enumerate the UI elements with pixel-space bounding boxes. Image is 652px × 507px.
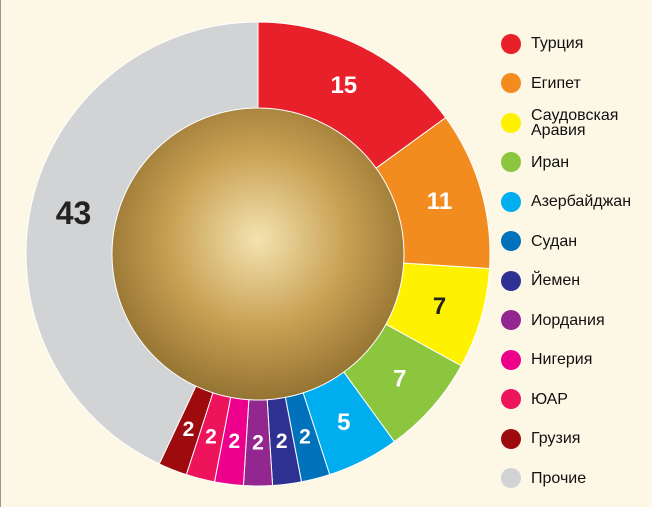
legend-swatch — [501, 389, 521, 409]
legend-label: Азербайджан — [531, 194, 649, 209]
slice-label: 2 — [276, 430, 288, 453]
slice-label: 2 — [299, 426, 311, 449]
legend-label: Иран — [531, 155, 649, 170]
slice-label: 7 — [433, 293, 446, 320]
legend-label: Нигерия — [531, 352, 649, 367]
legend-label: Грузия — [531, 431, 649, 446]
slice-label: 43 — [56, 195, 92, 231]
slice-label: 2 — [205, 426, 217, 449]
slice-label: 11 — [427, 188, 452, 215]
legend-label: Иордания — [531, 313, 649, 328]
slice-label: 5 — [337, 409, 350, 436]
legend-label: Йемен — [531, 273, 649, 288]
chart: 151177522222243 ТурцияЕгипетСаудовская А… — [0, 0, 652, 507]
legend-swatch — [501, 231, 521, 251]
legend-swatch — [501, 350, 521, 370]
legend-item: Иордания — [501, 301, 652, 341]
legend-label: Египет — [531, 76, 649, 91]
legend-item: Судан — [501, 222, 652, 262]
legend: Турция Египет Саудовская Аравия Иран Азербай… — [501, 24, 652, 498]
legend-swatch — [501, 271, 521, 291]
legend-item: Нигерия — [501, 340, 652, 380]
legend-swatch — [501, 34, 521, 54]
legend-item: Йемен — [501, 261, 652, 301]
legend-swatch — [501, 73, 521, 93]
legend-label: Прочие — [531, 471, 649, 486]
legend-label: Судан — [531, 234, 649, 249]
slice-label: 2 — [183, 418, 195, 441]
legend-label: ЮАР — [531, 392, 649, 407]
legend-item: Египет — [501, 64, 652, 104]
legend-swatch — [501, 152, 521, 172]
legend-item: Саудовская Аравия — [501, 103, 652, 143]
legend-item: Турция — [501, 24, 652, 64]
legend-item: ЮАР — [501, 380, 652, 420]
slice-label: 2 — [228, 430, 240, 453]
legend-item: Грузия — [501, 419, 652, 459]
legend-swatch — [501, 310, 521, 330]
legend-label: Саудовская Аравия — [531, 108, 649, 138]
legend-swatch — [501, 468, 521, 488]
legend-label: Турция — [531, 36, 649, 51]
slice-label: 2 — [252, 432, 264, 455]
legend-item: Азербайджан — [501, 182, 652, 222]
legend-swatch — [501, 113, 521, 133]
slice-label: 15 — [330, 72, 357, 99]
legend-swatch — [501, 429, 521, 449]
legend-swatch — [501, 192, 521, 212]
slice-label: 7 — [393, 365, 406, 392]
legend-item: Иран — [501, 143, 652, 183]
center-image — [112, 108, 404, 400]
legend-item: Прочие — [501, 459, 652, 499]
